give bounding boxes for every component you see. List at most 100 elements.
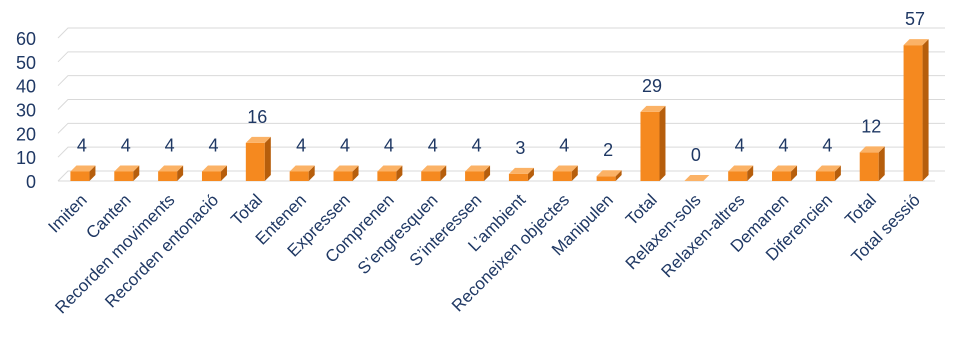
bar: [903, 39, 929, 182]
bar-top: [508, 167, 534, 174]
gridline: [57, 122, 945, 134]
bar-side: [396, 165, 403, 181]
bar-side: [791, 165, 798, 181]
bar: [859, 146, 885, 181]
bar-top: [377, 165, 403, 172]
y-tick-label: 60: [16, 29, 36, 49]
bar-front: [114, 171, 134, 181]
bar: [333, 165, 359, 181]
data-label: 16: [247, 107, 267, 127]
bar-front: [728, 171, 748, 181]
bar: [158, 165, 184, 181]
bar-top: [201, 165, 227, 172]
bar-side: [878, 146, 885, 181]
bar: [245, 136, 271, 181]
y-tick-label: 0: [26, 172, 36, 192]
bar-front: [201, 171, 221, 181]
bar: [289, 165, 315, 181]
data-label: 2: [603, 140, 613, 160]
x-category-label: Total: [227, 190, 266, 229]
bar-top: [640, 105, 666, 112]
gridline: [57, 51, 945, 63]
bar-side: [352, 165, 359, 181]
bar: [70, 165, 96, 181]
bar-front: [859, 152, 879, 181]
gridline: [57, 170, 945, 182]
gridline: [57, 99, 945, 110]
bar-top: [728, 165, 754, 172]
data-label: 3: [515, 138, 525, 158]
bar-top: [596, 170, 622, 177]
bar: [728, 165, 754, 181]
bar-side: [615, 170, 622, 181]
bar-side: [747, 165, 754, 181]
bar-side: [264, 136, 271, 181]
gridline: [57, 75, 945, 87]
data-labels: 4 4 4 4 16 4 4 4 4 4 3 4 2 29 0 4 4 4 12 57: [77, 9, 925, 165]
y-tick-label: 40: [16, 77, 36, 97]
bar-top: [158, 165, 184, 172]
bar-top: [114, 165, 140, 172]
bar-top: [465, 165, 491, 172]
data-label: 57: [905, 9, 925, 29]
bar-side: [571, 165, 578, 181]
y-tick-label: 10: [16, 148, 36, 168]
bar-top: [421, 165, 447, 172]
data-label: 4: [384, 135, 394, 155]
bar: [772, 165, 798, 181]
gridlines: [57, 27, 945, 182]
y-tick-label: 50: [16, 53, 36, 73]
bar-top: [684, 175, 710, 181]
bar-side: [308, 165, 315, 181]
bar-side: [440, 165, 447, 181]
bar: [465, 165, 491, 181]
bar-side: [484, 165, 491, 181]
bar-front: [158, 171, 178, 181]
bar-front: [421, 171, 441, 181]
data-label: 29: [642, 76, 662, 96]
bar: [421, 165, 447, 181]
bar-front: [552, 171, 572, 181]
bars: [70, 39, 929, 182]
bar-top: [333, 165, 359, 172]
data-label: 12: [861, 116, 881, 136]
bar-front: [465, 171, 485, 181]
bar-side: [133, 165, 140, 181]
bar: [815, 165, 841, 181]
x-category-label: Total: [622, 190, 661, 229]
data-label: 4: [340, 135, 350, 155]
bar: [640, 105, 666, 181]
y-tick-label: 20: [16, 124, 36, 144]
bar-front: [640, 111, 660, 181]
data-label: 4: [77, 135, 87, 155]
bar-top: [289, 165, 315, 172]
x-category-label: Total: [841, 190, 880, 229]
bar: [552, 165, 578, 181]
y-tick-label: 30: [16, 101, 36, 121]
data-label: 4: [822, 135, 832, 155]
data-label: 4: [428, 135, 438, 155]
bar-front: [596, 176, 616, 181]
bar: [114, 165, 140, 181]
bar-front: [903, 45, 923, 182]
data-label: 4: [779, 135, 789, 155]
bar-side: [834, 165, 841, 181]
bar-front: [70, 171, 90, 181]
gridline: [57, 146, 945, 158]
bar-top: [70, 165, 96, 172]
bar-side: [922, 39, 929, 182]
bar-side: [220, 165, 227, 181]
bar-front: [289, 171, 309, 181]
bar-top: [552, 165, 578, 172]
bar: [508, 167, 534, 181]
bar-top: [815, 165, 841, 172]
data-label: 4: [472, 135, 482, 155]
data-label: 4: [296, 135, 306, 155]
bar-side: [659, 105, 666, 181]
y-axis: 0 10 20 30 40 50 60: [16, 29, 36, 192]
data-label: 4: [165, 135, 175, 155]
bar-front: [377, 171, 397, 181]
bar-side: [177, 165, 184, 181]
